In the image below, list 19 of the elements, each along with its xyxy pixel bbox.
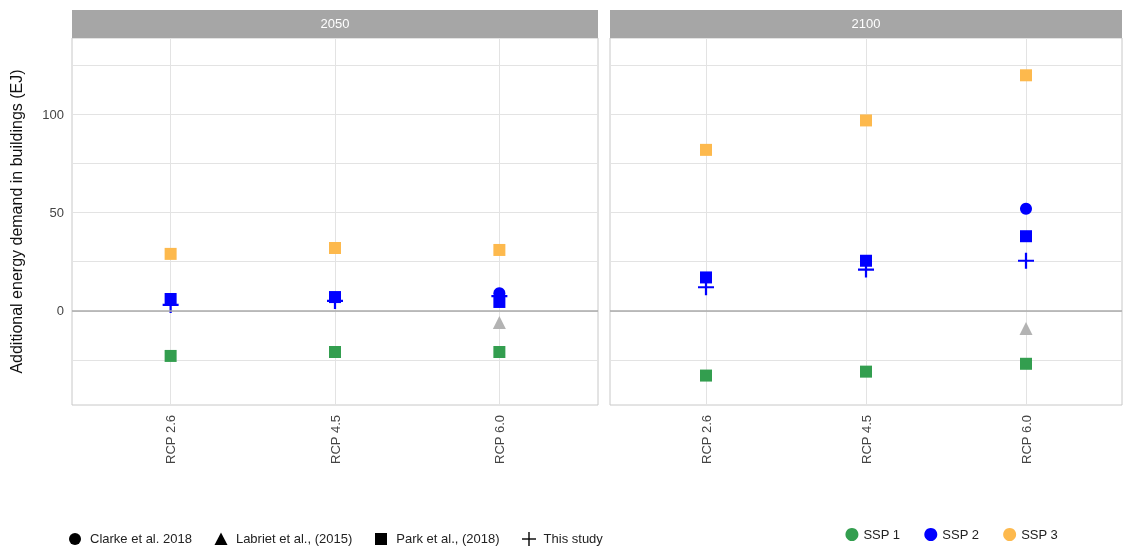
chart-title: 2100 bbox=[610, 10, 1122, 38]
y-tick-label: 100 bbox=[42, 107, 64, 123]
x-tick-label: RCP 4.5 bbox=[858, 415, 874, 464]
y-axis-title: Additional energy demand in buildings (EJ) bbox=[7, 69, 25, 374]
legend-label: SSP 1 bbox=[863, 527, 901, 542]
x-tick-label: RCP 2.6 bbox=[163, 415, 179, 464]
text: Park et al., (2018) bbox=[396, 531, 500, 546]
legend-label: SSP 3 bbox=[1021, 527, 1058, 542]
chart-title: 2050 bbox=[72, 10, 598, 38]
text: Labriet et al., (2015) bbox=[235, 531, 353, 546]
y-tick-label: 50 bbox=[49, 205, 64, 221]
x-tick-label: RCP 2.6 bbox=[698, 415, 714, 464]
x-tick-label: RCP 6.0 bbox=[1018, 415, 1034, 464]
text: Clarke et al. 2018 bbox=[90, 531, 192, 546]
x-tick-label: RCP 6.0 bbox=[491, 415, 507, 464]
x-tick-label: RCP 4.5 bbox=[327, 415, 343, 464]
text: This study bbox=[543, 531, 603, 546]
legend-label: SSP 2 bbox=[942, 527, 979, 542]
y-tick-label: 0 bbox=[56, 303, 64, 319]
